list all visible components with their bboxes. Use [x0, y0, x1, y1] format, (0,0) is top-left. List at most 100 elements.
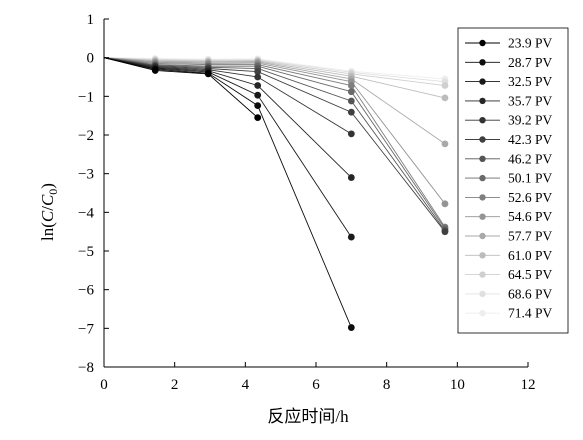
x-axis-title: 反应时间/h [267, 407, 349, 426]
legend-label: 71.4 PV [508, 306, 553, 321]
data-point-series-1 [254, 114, 262, 121]
data-point-series-13 [441, 82, 449, 89]
series-line-6 [103, 57, 446, 232]
series-line-15 [103, 57, 446, 80]
x-tick-label: 12 [521, 377, 536, 393]
legend: 23.9 PV 28.7 PV 32.5 PV 35.7 PV 39.2 PV 42.3 … [457, 27, 569, 334]
series-line-12 [103, 57, 446, 99]
data-point-series-5 [347, 130, 355, 138]
y-axis-title: ln(C/C0) [38, 183, 60, 241]
legend-item: 68.6 PV [465, 286, 553, 301]
y-tick-label: −8 [78, 360, 94, 376]
series-line-2 [103, 57, 352, 328]
legend-label: 23.9 PV [508, 36, 553, 51]
series-line-3 [103, 57, 352, 238]
x-tick-label: 4 [242, 377, 250, 393]
series-line-13 [103, 57, 446, 86]
legend-label: 32.5 PV [508, 74, 553, 89]
data-point-series-6 [254, 68, 262, 75]
y-tick-label: −6 [78, 283, 94, 299]
data-point-series-11 [441, 140, 449, 148]
legend-item: 54.6 PV [465, 209, 553, 224]
legend-item: 32.5 PV [465, 74, 553, 89]
series-line-4 [103, 57, 352, 178]
legend-marker [479, 310, 486, 317]
y-tick-label: 1 [87, 12, 95, 28]
legend-marker [479, 155, 486, 162]
series-line-11 [103, 57, 446, 145]
legend-marker [479, 117, 486, 124]
legend-marker [479, 213, 486, 220]
legend-box [457, 27, 569, 334]
legend-label: 46.2 PV [508, 151, 553, 166]
legend-marker [479, 290, 486, 298]
y-axis-title-close: ) [38, 183, 57, 189]
y-tick-label: 0 [87, 51, 95, 67]
legend-label: 52.6 PV [508, 190, 553, 205]
legend-item: 39.2 PV [465, 113, 553, 128]
data-point-series-3 [254, 91, 262, 99]
legend-item: 28.7 PV [465, 55, 553, 70]
legend-label: 28.7 PV [508, 55, 553, 70]
data-point-series-1 [204, 70, 212, 78]
legend-label: 64.5 PV [508, 267, 553, 282]
plot-lines [103, 57, 446, 328]
data-point-series-3 [347, 233, 355, 241]
legend-item: 42.3 PV [465, 132, 553, 147]
legend-item: 61.0 PV [465, 248, 553, 263]
legend-label: 61.0 PV [508, 248, 553, 263]
data-point-series-5 [254, 73, 262, 81]
x-tick-label: 2 [171, 377, 179, 393]
y-tick-label: −4 [78, 205, 94, 221]
x-tick-label: 8 [383, 377, 391, 393]
y-tick-label: −7 [78, 321, 94, 337]
legend-label: 54.6 PV [508, 209, 553, 224]
legend-item: 57.7 PV [465, 229, 553, 244]
legend-label: 50.1 PV [508, 171, 553, 186]
data-point-series-7 [347, 97, 355, 105]
data-point-series-2 [347, 324, 355, 331]
legend-item: 23.9 PV [465, 36, 553, 51]
legend-label: 57.7 PV [508, 229, 553, 244]
y-axis-title-c: C [38, 210, 57, 222]
legend-marker [479, 252, 486, 259]
data-point-series-2 [254, 102, 262, 110]
series-line-8 [103, 57, 446, 229]
y-tick-label: −2 [78, 128, 94, 144]
series-line-1 [103, 57, 258, 118]
legend-item: 52.6 PV [465, 190, 553, 205]
legend-marker [479, 232, 486, 240]
legend-marker [479, 136, 486, 143]
data-point-series-6 [347, 108, 355, 116]
legend-marker [479, 59, 486, 66]
legend-marker [479, 174, 486, 182]
series-line-7 [103, 57, 446, 231]
legend-marker [479, 78, 486, 85]
legend-label: 42.3 PV [508, 132, 553, 147]
legend-item: 50.1 PV [465, 171, 553, 186]
data-point-series-4 [254, 82, 262, 89]
y-tick-label: −3 [78, 167, 94, 183]
x-tick-label: 0 [100, 377, 108, 393]
y-tick-label: −5 [78, 244, 94, 260]
legend-item: 64.5 PV [465, 267, 553, 282]
legend-label: 39.2 PV [508, 113, 553, 128]
y-axis-title-subscript: 0 [46, 189, 60, 195]
data-point-series-12 [441, 94, 449, 102]
data-point-series-8 [347, 88, 355, 96]
y-axis-title-c0: C [38, 194, 57, 206]
x-tick-label: 10 [450, 377, 465, 393]
plot-points [151, 55, 449, 331]
y-axis-title-open: ln( [38, 222, 57, 241]
y-tick-label: −1 [78, 89, 94, 105]
data-point-series-1 [151, 67, 159, 74]
legend-item: 71.4 PV [465, 306, 553, 321]
data-point-series-6 [441, 228, 449, 236]
legend-item: 46.2 PV [465, 151, 553, 166]
legend-label: 68.6 PV [508, 286, 553, 301]
legend-marker [479, 97, 486, 105]
series-line-14 [103, 57, 446, 83]
series-line-10 [103, 57, 446, 205]
